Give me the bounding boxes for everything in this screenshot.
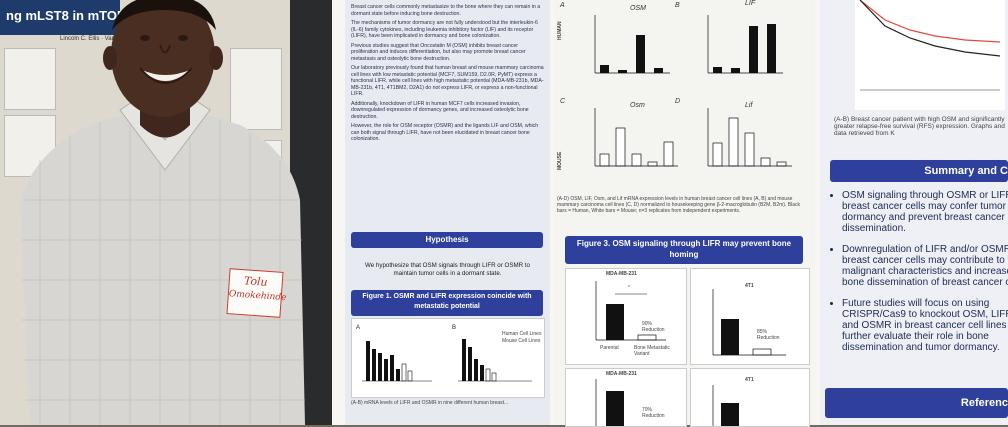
svg-text:A: A — [356, 325, 360, 331]
name-tag: Tolu Omokehinde — [226, 268, 287, 318]
person-figure — [20, 0, 305, 425]
summary-header: Summary and C — [830, 160, 1008, 182]
left-poster-title-bar: ng mLST8 in mTORC2 — [0, 0, 143, 35]
bullet-item: However, the role for OSM receptor (OSMR… — [351, 123, 539, 142]
hypothesis-text: We hypothesize that OSM signals through … — [365, 262, 530, 277]
poster-column-summary: (A-B) Breast cancer patient with high OS… — [820, 0, 1008, 425]
background-bullets: Breast cancer cells commonly metastasize… — [351, 4, 545, 146]
fig3-chart2-title: 4T1 — [745, 283, 754, 289]
chart-b-title: LIF — [745, 0, 756, 7]
panel-b-label: B — [675, 2, 680, 9]
summary-item: Downregulation of LIFR and/or OSMR in br… — [842, 244, 1008, 288]
bullet-item: Our laboratory previously found that hum… — [351, 65, 544, 97]
figure1-header: Figure 1. OSMR and LIFR expression coinc… — [351, 290, 543, 316]
fig3-chart1-sig: * — [628, 285, 630, 291]
figure3-chart-1: MDA-MB-231 * 90% Reduction Parental Bone… — [565, 268, 687, 365]
row-label-mouse: MOUSE — [557, 151, 563, 170]
fig3-x-variant: Bone Metastatic Variant — [634, 345, 670, 357]
poster-column-figures: HUMAN A OSM B LIF MOUSE C Osm D Lif (A-D… — [555, 0, 815, 427]
figure2-caption: (A-D) OSM, LIF, Osm, and Lif mRNA expres… — [557, 196, 800, 214]
fig3-chart1-title: MDA-MB-231 — [606, 271, 637, 277]
figure1-caption: (A-B) mRNA levels of LIFR and OSMR in ni… — [351, 400, 509, 406]
survival-curve-plot — [855, 0, 1005, 110]
fig3-chart2-reduction: 85% Reduction — [757, 329, 780, 341]
fig3-chart1-reduction: 90% Reduction — [642, 321, 665, 333]
survival-caption: (A-B) Breast cancer patient with high OS… — [834, 116, 1005, 137]
figure3-chart-3: MDA-MB-231 70% Reduction — [565, 368, 687, 427]
figure2-human-charts — [594, 15, 783, 74]
bullet-item: Additionally, knockdown of LIFR in human… — [351, 100, 529, 120]
bullet-item: Breast cancer cells commonly metastasize… — [351, 4, 541, 17]
chart-c-title: Osm — [630, 102, 645, 109]
summary-list: OSM signaling through OSMR or LIFR in br… — [820, 190, 1008, 363]
fig3-chart3-reduction: 70% Reduction — [642, 407, 665, 419]
left-poster-title: ng mLST8 in mTORC2 — [6, 8, 143, 23]
fig3-chart4-title: 4T1 — [745, 377, 754, 383]
chart-a-title: OSM — [630, 5, 646, 12]
figure1-legend-mouse: Mouse Cell Lines — [502, 338, 541, 344]
fig3-chart3-title: MDA-MB-231 — [606, 371, 637, 377]
figure3-chart-2: 4T1 85% Reduction — [690, 268, 810, 365]
poster-column-introduction: Breast cancer cells commonly metastasize… — [345, 0, 550, 425]
hypothesis-header: Hypothesis — [351, 232, 543, 248]
panel-d-label: D — [675, 98, 681, 105]
bullet-item: Previous studies suggest that Oncostatin… — [351, 42, 526, 62]
chart-d-title: Lif — [745, 102, 753, 109]
panel-a-label: A — [560, 2, 565, 9]
references-header: Referenc — [825, 388, 1008, 418]
figure3-chart-4: 4T1 — [690, 368, 810, 427]
summary-item: Future studies will focus on using CRISP… — [842, 298, 1008, 353]
panel-c-label: C — [560, 98, 566, 105]
figure2-mouse-charts — [594, 108, 792, 167]
row-label-human: HUMAN — [557, 21, 563, 40]
svg-text:B: B — [452, 325, 456, 331]
fig3-x-parental: Parental — [600, 345, 619, 351]
name-tag-last: Omokehinde — [228, 289, 287, 304]
bullet-item: The mechanisms of tumor dormancy are not… — [351, 20, 538, 39]
figure1-legend-human: Human Cell Lines — [502, 331, 542, 337]
summary-item: OSM signaling through OSMR or LIFR in br… — [842, 190, 1008, 234]
figure3-header: Figure 3. OSM signaling through LIFR may… — [565, 236, 803, 264]
